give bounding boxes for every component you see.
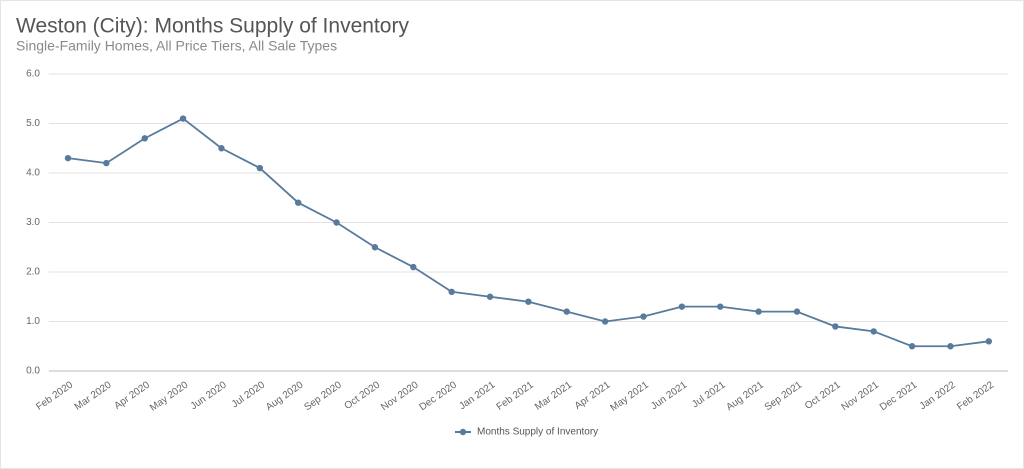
point: [640, 313, 647, 320]
point: [563, 308, 570, 315]
point: [410, 263, 417, 271]
point: [141, 135, 148, 142]
chart-subtitle: Single-Family Homes, All Price Tiers, Al…: [16, 38, 337, 54]
point: [793, 308, 801, 315]
point: [256, 164, 264, 172]
point: [448, 288, 455, 295]
point: [755, 308, 762, 315]
point: [678, 303, 686, 310]
point: [64, 154, 72, 162]
point: [486, 293, 494, 300]
point: [333, 219, 340, 226]
point: [908, 343, 916, 350]
point: [179, 115, 187, 122]
point: [294, 199, 302, 206]
y-tick-label: 4.0: [26, 168, 40, 179]
y-tick-label: 2.0: [26, 267, 40, 278]
y-tick-label: 0.0: [26, 366, 40, 377]
point: [947, 343, 954, 350]
y-tick-label: 5.0: [26, 118, 40, 129]
point: [601, 318, 609, 325]
point: [832, 323, 839, 330]
legend-label: Months Supply of Inventory: [477, 427, 598, 438]
point: [985, 338, 993, 345]
point: [103, 159, 110, 167]
legend: Months Supply of Inventory: [455, 427, 598, 438]
point: [218, 145, 225, 152]
y-tick-label: 6.0: [26, 69, 40, 80]
legend-marker: [459, 428, 467, 436]
chart-title: Weston (City): Months Supply of Inventor…: [16, 15, 409, 38]
point: [717, 303, 724, 310]
y-tick-label: 3.0: [26, 217, 40, 228]
y-tick-label: 1.0: [26, 316, 40, 327]
point: [870, 328, 877, 335]
point: [525, 298, 532, 305]
point: [371, 244, 379, 251]
